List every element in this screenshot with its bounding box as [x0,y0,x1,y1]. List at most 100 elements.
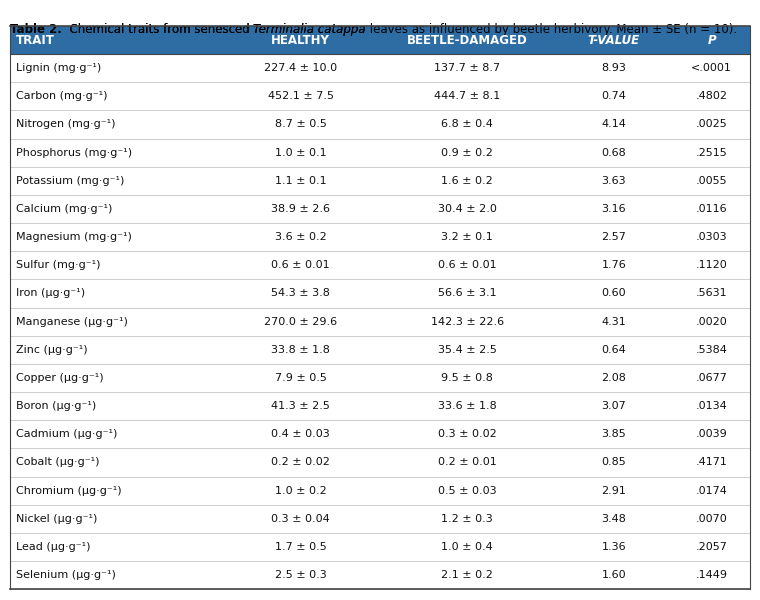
Text: 0.64: 0.64 [602,345,626,355]
Bar [10,195,750,223]
Text: 3.07: 3.07 [602,401,626,411]
Text: .0025: .0025 [695,119,727,130]
Text: Lead (μg·g⁻¹): Lead (μg·g⁻¹) [16,542,90,552]
Text: .0134: .0134 [695,401,727,411]
Text: 6.8 ± 0.4: 6.8 ± 0.4 [442,119,493,130]
Text: 0.6 ± 0.01: 0.6 ± 0.01 [271,260,330,270]
Text: 2.91: 2.91 [601,485,626,496]
Text: 0.6 ± 0.01: 0.6 ± 0.01 [438,260,497,270]
Text: 1.2 ± 0.3: 1.2 ± 0.3 [442,514,493,524]
Text: 1.0 ± 0.4: 1.0 ± 0.4 [442,542,493,552]
Text: Table 2.: Table 2. [10,23,62,36]
Text: 3.48: 3.48 [601,514,626,524]
Text: 444.7 ± 8.1: 444.7 ± 8.1 [434,91,501,101]
Text: Terminalia catappa: Terminalia catappa [253,23,366,36]
Bar [10,139,750,167]
Text: 0.2 ± 0.02: 0.2 ± 0.02 [271,457,331,467]
Text: TRAIT: TRAIT [16,34,55,47]
Text: .1449: .1449 [695,570,727,580]
Text: Magnesium (mg·g⁻¹): Magnesium (mg·g⁻¹) [16,232,131,242]
Text: 2.57: 2.57 [601,232,626,242]
Text: Terminalia catappa: Terminalia catappa [253,23,366,36]
Text: 7.9 ± 0.5: 7.9 ± 0.5 [275,373,327,383]
Bar [10,280,750,308]
Text: 0.2 ± 0.01: 0.2 ± 0.01 [438,457,497,467]
Text: Chemical traits from senesced: Chemical traits from senesced [62,23,253,36]
Text: 0.5 ± 0.03: 0.5 ± 0.03 [438,485,497,496]
Text: <.0001: <.0001 [691,63,732,73]
Bar [10,364,750,392]
Text: 4.14: 4.14 [601,119,626,130]
Text: T-VALUE: T-VALUE [587,34,640,47]
Text: 33.8 ± 1.8: 33.8 ± 1.8 [271,345,331,355]
Text: Chemical traits from senesced: Chemical traits from senesced [62,23,253,36]
Text: Iron (μg·g⁻¹): Iron (μg·g⁻¹) [16,289,85,298]
Text: 4.31: 4.31 [602,317,626,326]
Text: P: P [708,34,716,47]
Text: 0.4 ± 0.03: 0.4 ± 0.03 [271,429,330,439]
Text: 227.4 ± 10.0: 227.4 ± 10.0 [264,63,337,73]
Text: Calcium (mg·g⁻¹): Calcium (mg·g⁻¹) [16,204,112,214]
Text: .4171: .4171 [695,457,727,467]
Text: 0.85: 0.85 [602,457,626,467]
Bar [10,26,750,54]
Text: .2057: .2057 [695,542,727,552]
Text: Boron (μg·g⁻¹): Boron (μg·g⁻¹) [16,401,97,411]
Text: Cobalt (μg·g⁻¹): Cobalt (μg·g⁻¹) [16,457,100,467]
Text: .5631: .5631 [696,289,727,298]
Bar [10,167,750,195]
Text: 8.93: 8.93 [601,63,626,73]
Bar [10,110,750,139]
Text: 9.5 ± 0.8: 9.5 ± 0.8 [442,373,493,383]
Bar [10,223,750,251]
Text: .0070: .0070 [695,514,727,524]
Text: 2.08: 2.08 [601,373,626,383]
Bar [10,561,750,589]
Text: .0303: .0303 [696,232,727,242]
Text: 3.2 ± 0.1: 3.2 ± 0.1 [442,232,493,242]
Text: 0.3 ± 0.04: 0.3 ± 0.04 [271,514,330,524]
Text: 142.3 ± 22.6: 142.3 ± 22.6 [431,317,504,326]
Text: 1.1 ± 0.1: 1.1 ± 0.1 [275,176,327,186]
Text: 1.0 ± 0.1: 1.0 ± 0.1 [275,148,327,158]
Text: 2.1 ± 0.2: 2.1 ± 0.2 [442,570,493,580]
Text: 41.3 ± 2.5: 41.3 ± 2.5 [271,401,331,411]
Text: .0055: .0055 [696,176,727,186]
Text: 1.36: 1.36 [602,542,626,552]
Bar [10,54,750,82]
Text: .4802: .4802 [695,91,727,101]
Text: 0.60: 0.60 [602,289,626,298]
Text: .2515: .2515 [695,148,727,158]
Text: Manganese (μg·g⁻¹): Manganese (μg·g⁻¹) [16,317,128,326]
Text: 8.7 ± 0.5: 8.7 ± 0.5 [275,119,327,130]
Text: 3.85: 3.85 [602,429,626,439]
Text: leaves as influenced by beetle herbivory. Mean ± SE (n = 10).: leaves as influenced by beetle herbivory… [366,23,737,36]
Text: 270.0 ± 29.6: 270.0 ± 29.6 [264,317,337,326]
Bar [10,251,750,280]
Text: 54.3 ± 3.8: 54.3 ± 3.8 [271,289,331,298]
Text: Cadmium (μg·g⁻¹): Cadmium (μg·g⁻¹) [16,429,117,439]
Text: 1.6 ± 0.2: 1.6 ± 0.2 [442,176,493,186]
Text: 0.3 ± 0.02: 0.3 ± 0.02 [438,429,497,439]
Text: Chromium (μg·g⁻¹): Chromium (μg·g⁻¹) [16,485,122,496]
Text: .0039: .0039 [695,429,727,439]
Text: 0.68: 0.68 [602,148,626,158]
Bar [10,476,750,505]
Text: 56.6 ± 3.1: 56.6 ± 3.1 [438,289,497,298]
Bar [10,533,750,561]
Text: 1.60: 1.60 [602,570,626,580]
Bar [10,392,750,420]
Text: Sulfur (mg·g⁻¹): Sulfur (mg·g⁻¹) [16,260,100,270]
Text: 0.74: 0.74 [601,91,626,101]
Text: Zinc (μg·g⁻¹): Zinc (μg·g⁻¹) [16,345,87,355]
Text: 3.16: 3.16 [602,204,626,214]
Bar [10,82,750,110]
Text: .0677: .0677 [695,373,727,383]
Text: Lignin (mg·g⁻¹): Lignin (mg·g⁻¹) [16,63,101,73]
Text: 3.63: 3.63 [602,176,626,186]
Text: Phosphorus (mg·g⁻¹): Phosphorus (mg·g⁻¹) [16,148,132,158]
Bar [10,420,750,448]
Text: .0020: .0020 [695,317,727,326]
Text: Potassium (mg·g⁻¹): Potassium (mg·g⁻¹) [16,176,125,186]
Text: Carbon (mg·g⁻¹): Carbon (mg·g⁻¹) [16,91,107,101]
